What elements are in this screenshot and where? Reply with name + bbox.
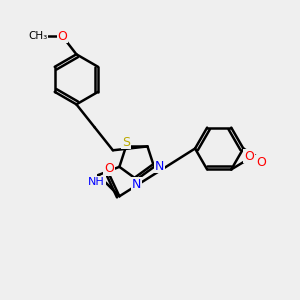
Text: O: O <box>57 30 67 43</box>
Text: O: O <box>244 150 254 163</box>
Text: O: O <box>256 156 266 169</box>
Text: CH₃: CH₃ <box>28 31 47 41</box>
Text: S: S <box>122 136 130 148</box>
Text: N: N <box>155 160 164 173</box>
Text: O: O <box>104 162 114 176</box>
Text: N: N <box>132 178 141 191</box>
Text: NH: NH <box>88 177 105 187</box>
